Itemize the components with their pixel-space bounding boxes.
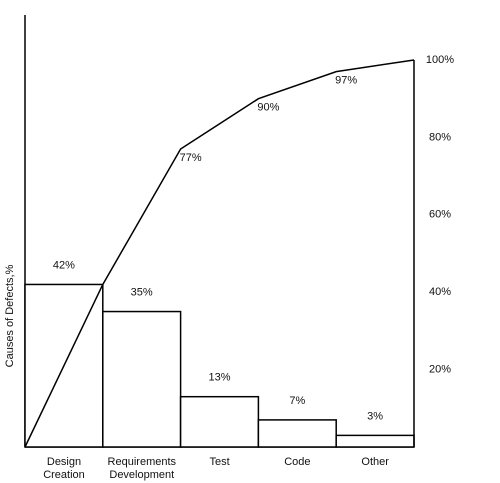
y2-tick-label: 40%	[429, 286, 451, 298]
value-label: 42%	[53, 259, 75, 271]
x-tick-label: Test	[209, 456, 230, 468]
bar	[102, 310, 182, 448]
bar	[257, 419, 337, 448]
x-tick-label: Other	[361, 456, 389, 468]
x-tick-label: Requirements Development	[107, 456, 177, 481]
y2-tick-label: 80%	[429, 131, 451, 143]
x-tick-label: Design Creation	[43, 456, 85, 481]
cumulative-label: 77%	[180, 152, 202, 164]
y-axis-label: Causes of Defects,%	[4, 264, 16, 367]
value-label: 35%	[131, 286, 153, 298]
y2-tick-label: 60%	[429, 209, 451, 221]
x-tick-label: Code	[284, 456, 311, 468]
cumulative-label: 97%	[335, 75, 357, 87]
bar	[335, 434, 415, 448]
y2-tick-label: 20%	[429, 364, 451, 376]
value-label: 13%	[208, 372, 230, 384]
value-label: 7%	[289, 395, 305, 407]
y2-tick-label: 100%	[426, 54, 454, 66]
value-label: 3%	[367, 410, 383, 422]
cumulative-connector	[24, 284, 104, 448]
cumulative-line	[102, 59, 415, 285]
bar	[179, 395, 260, 448]
cumulative-label: 90%	[257, 102, 279, 114]
